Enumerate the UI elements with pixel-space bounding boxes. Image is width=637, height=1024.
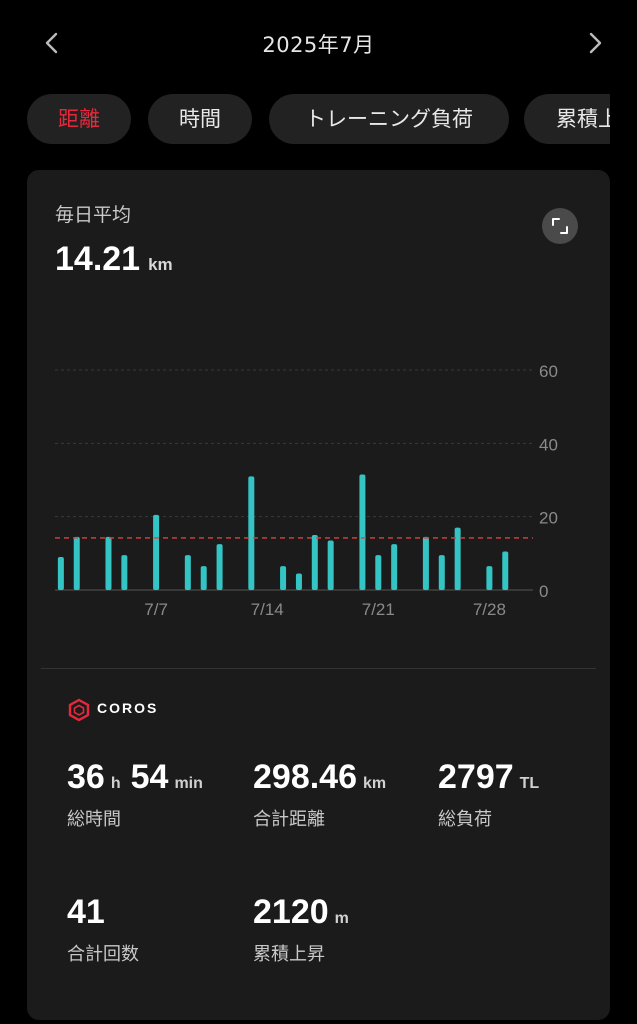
daily-average-number: 14.21 — [55, 240, 141, 278]
bar-day-7 — [153, 514, 160, 590]
stat-label: 累積上昇 — [253, 944, 325, 965]
stat-value: 36 h 54 min — [67, 758, 213, 797]
y-tick-label: 40 — [539, 435, 558, 454]
coros-logo: COROS — [67, 698, 156, 722]
bar-day-10 — [200, 566, 207, 590]
bar-day-21 — [375, 555, 382, 590]
x-tick-label: 7/7 — [144, 600, 168, 619]
bar-day-1 — [57, 557, 64, 590]
y-tick-label: 20 — [539, 509, 558, 528]
stat-label: 合計回数 — [67, 944, 139, 965]
chevron-right-icon[interactable] — [577, 26, 611, 60]
bar-day-22 — [391, 544, 398, 590]
bar-day-20 — [359, 474, 366, 590]
bar-day-11 — [216, 544, 223, 590]
chevron-left-icon[interactable] — [36, 26, 70, 60]
bar-day-28 — [486, 566, 493, 590]
coros-logo-icon — [68, 698, 90, 722]
stat-number: 36 — [67, 758, 105, 796]
brand-name: COROS — [97, 700, 159, 716]
bar-day-26 — [454, 527, 461, 590]
stat-unit: h — [110, 775, 121, 792]
stat-total-count: 41 合計回数 — [67, 893, 139, 966]
expand-button[interactable] — [542, 208, 578, 244]
bar-day-4 — [105, 536, 112, 590]
stat-label: 合計距離 — [253, 809, 325, 830]
bar-day-24 — [422, 536, 429, 590]
bar-day-13 — [248, 476, 255, 590]
summary-card: 毎日平均 14.21 km 0 20 40 60 7/7 7/14 7/21 7/28 CORO… — [27, 170, 610, 1020]
stat-total-time: 36 h 54 min 総時間 — [67, 758, 213, 831]
stat-number: 2120 — [253, 893, 329, 931]
distance-bar-chart: 0 20 40 60 7/7 7/14 7/21 7/28 — [55, 362, 558, 619]
stat-number: 2797 — [438, 758, 514, 796]
x-tick-label: 7/21 — [362, 600, 395, 619]
x-tick-label: 7/28 — [473, 600, 506, 619]
stat-value: 41 — [67, 893, 139, 932]
tab-distance[interactable]: 距離 — [27, 94, 131, 144]
bar-day-2 — [73, 536, 80, 590]
bar-day-18 — [327, 540, 334, 590]
stat-number: 298.46 — [253, 758, 357, 796]
stat-unit: km — [363, 775, 387, 792]
bar-day-29 — [502, 551, 509, 590]
bar-day-17 — [311, 535, 318, 590]
bar-day-16 — [295, 573, 302, 590]
daily-average-unit: km — [148, 255, 173, 274]
divider — [41, 668, 596, 669]
stat-value: 298.46 km — [253, 758, 396, 797]
stat-total-distance: 298.46 km 合計距離 — [253, 758, 396, 831]
stat-total-load: 2797 TL 総負荷 — [438, 758, 549, 831]
daily-average-label: 毎日平均 — [55, 204, 132, 226]
daily-average-value: 14.21 km — [55, 240, 173, 279]
x-tick-label: 7/14 — [251, 600, 284, 619]
stat-label: 総負荷 — [438, 809, 492, 830]
stat-unit: TL — [519, 775, 540, 792]
stat-label: 総時間 — [67, 809, 121, 830]
stat-unit: min — [174, 775, 203, 792]
metric-tabs: 距離 時間 トレーニング負荷 累積上昇 — [0, 94, 610, 144]
bar-day-5 — [121, 555, 128, 590]
y-tick-label: 0 — [539, 582, 548, 601]
y-tick-label: 60 — [539, 362, 558, 381]
expand-icon — [552, 218, 568, 234]
tab-time[interactable]: 時間 — [148, 94, 252, 144]
stat-value: 2797 TL — [438, 758, 549, 797]
stat-value: 2120 m — [253, 893, 359, 932]
month-title: 2025年7月 — [262, 33, 375, 57]
tab-elevation-gain[interactable]: 累積上昇 — [524, 94, 610, 144]
header: 2025年7月 — [0, 0, 637, 86]
bar-day-25 — [438, 555, 445, 590]
bar-day-9 — [184, 555, 191, 590]
tab-training-load[interactable]: トレーニング負荷 — [269, 94, 509, 144]
stat-unit: m — [334, 910, 349, 927]
stat-elevation-gain: 2120 m 累積上昇 — [253, 893, 359, 966]
bar-day-15 — [280, 566, 287, 590]
stat-number: 54 — [130, 758, 169, 796]
stat-number: 41 — [67, 893, 105, 931]
